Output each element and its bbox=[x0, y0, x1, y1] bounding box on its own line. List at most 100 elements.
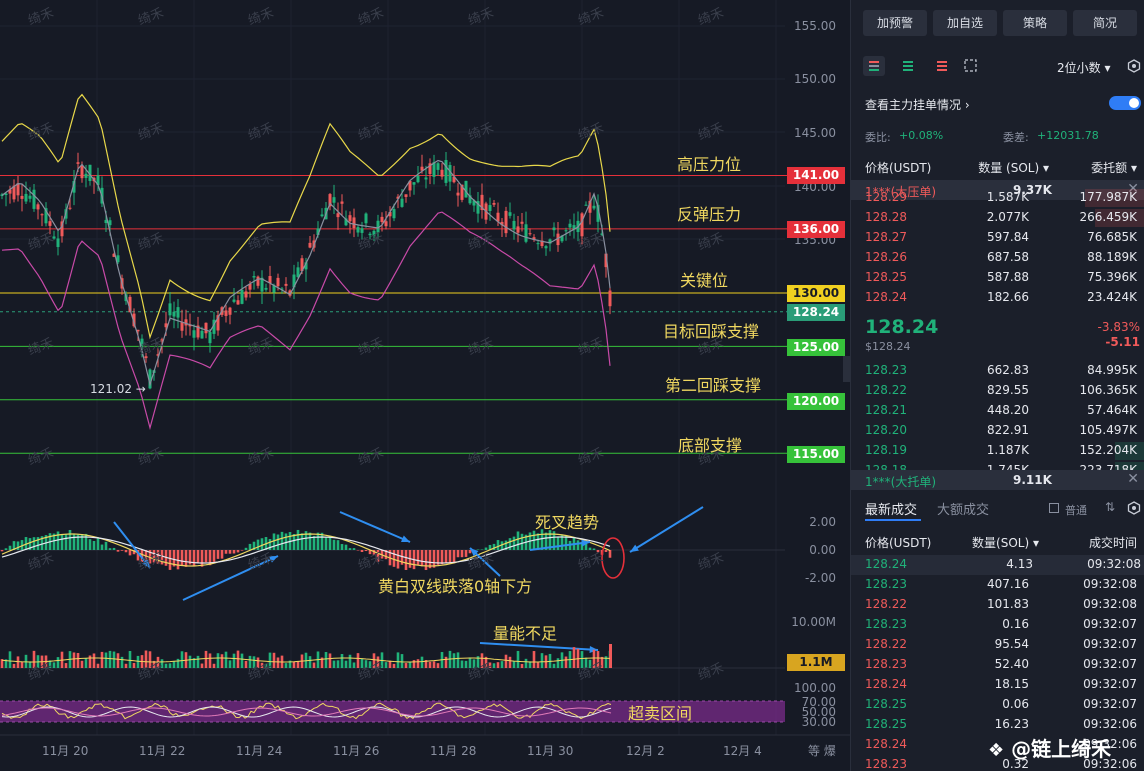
header-amount[interactable]: 委托额 ▾ bbox=[1091, 161, 1137, 175]
trade-header-qty[interactable]: 数量(SOL) ▾ bbox=[972, 536, 1039, 550]
macd-histogram-bar bbox=[344, 544, 348, 550]
big-bid-row[interactable]: 1***(大托单) 9.11K ✕ bbox=[851, 470, 1144, 490]
macd-histogram-bar bbox=[556, 536, 560, 550]
big-ask-row[interactable]: 1***(大压单) 9.37K ✕ bbox=[851, 180, 1144, 200]
trade-row[interactable]: 128.24 09:32:06 bbox=[865, 735, 1141, 755]
main-orders-toggle[interactable] bbox=[1109, 96, 1141, 110]
candle-body bbox=[500, 221, 504, 226]
chart-corner-icons[interactable]: 等 爆 bbox=[808, 744, 836, 758]
watermark-text: 绮禾 bbox=[576, 661, 606, 684]
candle-body bbox=[428, 163, 432, 174]
trade-row[interactable]: 128.23 0.16 09:32:07 bbox=[865, 615, 1141, 635]
diff-label: 委差: bbox=[1003, 131, 1029, 144]
macd-arrow bbox=[182, 555, 279, 601]
macd-histogram-bar bbox=[424, 550, 428, 571]
candle-body bbox=[596, 204, 600, 222]
strategy-button[interactable]: 策略 bbox=[1003, 10, 1067, 36]
ask-row[interactable]: 128.27 597.84 76.685K bbox=[865, 228, 1141, 248]
candle-body bbox=[536, 243, 540, 245]
volume-bar bbox=[292, 661, 296, 668]
macd-histogram-bar bbox=[8, 545, 12, 550]
ask-row[interactable]: 128.25 587.88 75.396K bbox=[865, 268, 1141, 288]
macd-histogram-bar bbox=[312, 535, 316, 550]
volume-bar bbox=[392, 663, 396, 668]
rsi-axis-label: 70.00 bbox=[801, 695, 836, 709]
macd-histogram-bar bbox=[76, 534, 80, 550]
volume-bar bbox=[344, 660, 348, 668]
candle-body bbox=[184, 319, 188, 326]
ask-row[interactable]: 128.26 687.58 88.189K bbox=[865, 248, 1141, 268]
trade-qty: 0.06 bbox=[1002, 697, 1029, 711]
watermark-text: 绮禾 bbox=[466, 336, 496, 359]
macd-histogram-bar bbox=[584, 542, 588, 550]
candle-body bbox=[104, 219, 108, 224]
candle-body bbox=[344, 218, 348, 226]
macd-histogram-bar bbox=[188, 550, 192, 565]
bid-row[interactable]: 128.21 448.20 57.464K bbox=[865, 401, 1141, 421]
close-icon[interactable]: ✕ bbox=[1127, 181, 1139, 197]
price-chart[interactable]: 绮禾 绮禾 绮禾 绮禾 绮禾 绮禾 绮禾 绮禾 绮禾 绮禾 绮禾 绮禾 绮禾 绮禾 绮禾 绮禾 绮禾 绮禾 绮禾 绮禾… bbox=[0, 0, 850, 771]
volume-bar bbox=[232, 653, 236, 668]
macd-histogram-bar bbox=[68, 529, 72, 550]
overview-button[interactable]: 简况 bbox=[1073, 10, 1137, 36]
macd-arrow-head bbox=[470, 548, 479, 557]
ask-row-amount: 266.459K bbox=[1079, 210, 1138, 224]
macd-histogram-bar bbox=[420, 550, 424, 567]
candle-body bbox=[292, 274, 296, 288]
price-tag-136: 136.00 bbox=[787, 221, 845, 238]
big-ask-label: 1***(大压单) bbox=[865, 185, 936, 199]
trade-row[interactable]: 128.25 16.23 09:32:06 bbox=[865, 715, 1141, 735]
ask-row[interactable]: 128.28 2.077K 266.459K bbox=[865, 208, 1144, 228]
bid-row[interactable]: 128.20 822.91 105.497K bbox=[865, 421, 1141, 441]
settings-icon[interactable] bbox=[1127, 58, 1141, 77]
expand-icon[interactable] bbox=[959, 56, 981, 76]
trade-row[interactable]: 128.25 0.06 09:32:07 bbox=[865, 695, 1141, 715]
macd-histogram-bar bbox=[512, 536, 516, 550]
candle-body bbox=[72, 181, 76, 193]
add-watchlist-button[interactable]: 加自选 bbox=[933, 10, 997, 36]
orderbook-both-icon[interactable] bbox=[863, 56, 885, 76]
settings-icon[interactable] bbox=[1127, 500, 1141, 519]
big-bid-qty: 9.11K bbox=[1013, 473, 1052, 487]
date-label: 11月 28 bbox=[430, 744, 477, 758]
volume-arrow-head bbox=[589, 646, 598, 654]
candle-body bbox=[372, 230, 376, 236]
trade-row[interactable]: 128.23 52.40 09:32:07 bbox=[865, 655, 1141, 675]
watermark-text: 绮禾 bbox=[136, 661, 166, 684]
orderbook-bids-icon[interactable] bbox=[897, 56, 919, 76]
macd-histogram-bar bbox=[148, 550, 152, 564]
tab-latest-trades[interactable]: 最新成交 bbox=[865, 503, 918, 518]
filter-icon[interactable]: ⇅ bbox=[1105, 500, 1116, 514]
ask-row[interactable]: 128.29 1.587K 177.987K bbox=[865, 188, 1144, 208]
decimals-select[interactable]: 2位小数 ▾ bbox=[1057, 61, 1111, 75]
bid-row-qty: 662.83 bbox=[987, 363, 1029, 377]
trade-row[interactable]: 128.22 95.54 09:32:07 bbox=[865, 635, 1141, 655]
annotation-macd-note: 黄白双线跌落0轴下方 bbox=[378, 577, 533, 596]
volume-bar bbox=[468, 657, 472, 668]
header-qty[interactable]: 数量 (SOL) ▾ bbox=[978, 161, 1049, 175]
macd-histogram-bar bbox=[280, 531, 284, 550]
bid-row[interactable]: 128.23 662.83 84.995K bbox=[865, 361, 1141, 381]
watermark-text: 绮禾 bbox=[136, 121, 166, 144]
main-orders-link[interactable]: 查看主力挂单情况 › bbox=[865, 98, 970, 112]
panel-collapse-handle bbox=[843, 356, 850, 382]
trade-row[interactable]: 128.24 4.13 09:32:08 bbox=[851, 555, 1144, 575]
orderbook-asks-icon[interactable] bbox=[931, 56, 953, 76]
ask-row[interactable]: 128.24 182.66 23.424K bbox=[865, 288, 1141, 308]
bid-row[interactable]: 128.22 829.55 106.365K bbox=[865, 381, 1141, 401]
trade-row[interactable]: 128.23 0.32 09:32:06 bbox=[865, 755, 1141, 771]
bid-row[interactable]: 128.19 1.187K 152.204K bbox=[865, 441, 1144, 461]
macd-histogram-bar bbox=[176, 550, 180, 570]
macd-histogram-bar bbox=[0, 550, 4, 552]
macd-histogram-bar bbox=[480, 549, 484, 550]
trade-row[interactable]: 128.22 101.83 09:32:08 bbox=[865, 595, 1141, 615]
candle-body bbox=[212, 319, 216, 334]
trade-row[interactable]: 128.24 18.15 09:32:07 bbox=[865, 675, 1141, 695]
close-icon[interactable]: ✕ bbox=[1127, 471, 1139, 487]
add-alert-button[interactable]: 加预警 bbox=[863, 10, 927, 36]
normal-checkbox[interactable] bbox=[1049, 503, 1059, 513]
trade-row[interactable]: 128.23 407.16 09:32:08 bbox=[865, 575, 1141, 595]
tab-large-trades[interactable]: 大额成交 bbox=[937, 503, 990, 518]
macd-histogram-bar bbox=[404, 550, 408, 570]
